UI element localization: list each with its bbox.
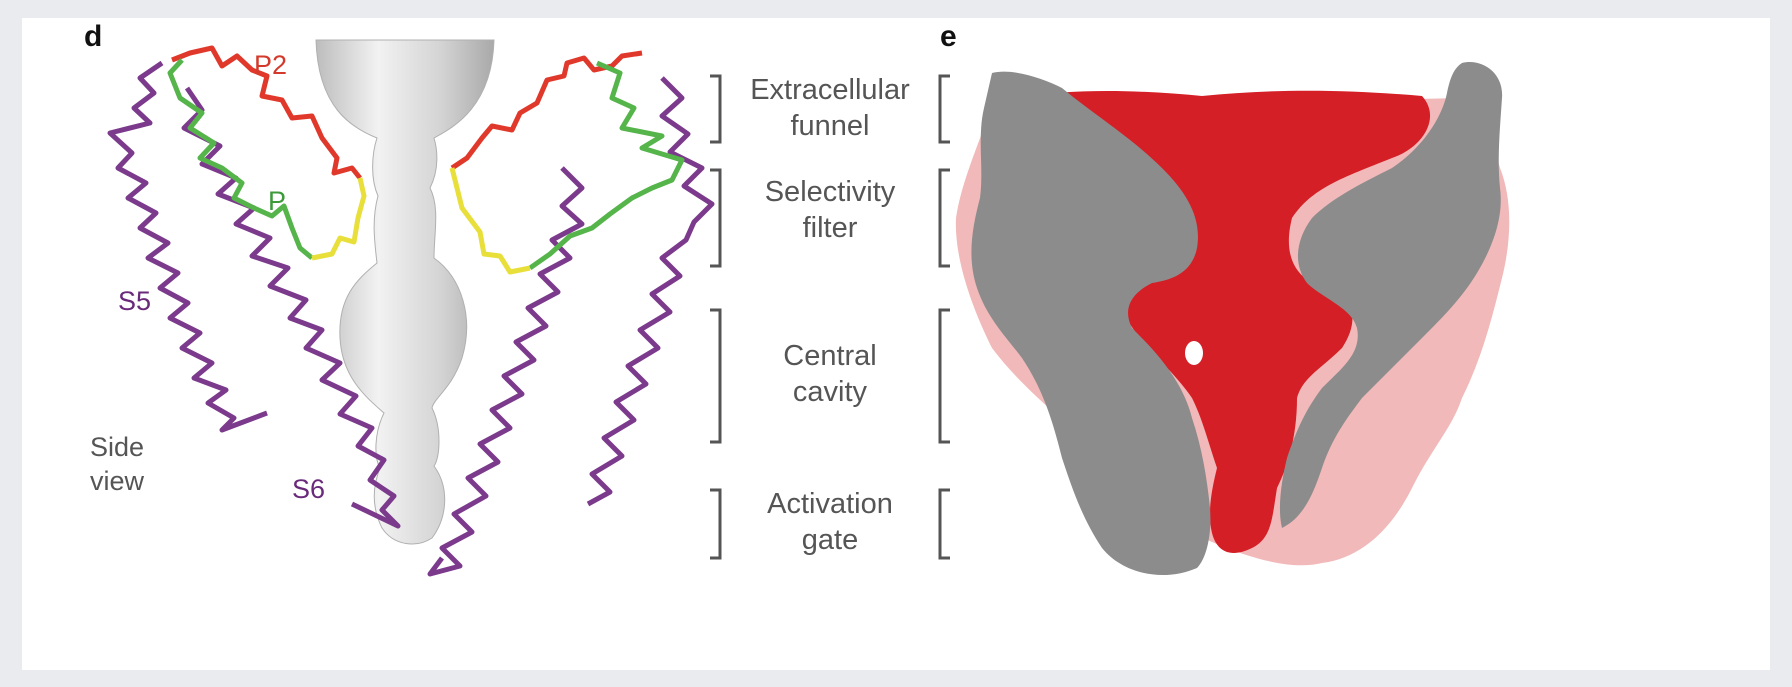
cut-plane-left — [971, 71, 1211, 576]
panel-letter-e: e — [940, 20, 957, 53]
pore-volume — [315, 39, 495, 545]
s6-helix-left — [181, 86, 401, 529]
p-helix-right — [528, 60, 685, 271]
label-p2: P2 — [254, 50, 288, 80]
label-s6: S6 — [292, 474, 326, 504]
p2-loop-left — [171, 45, 362, 180]
filter-right — [449, 167, 531, 275]
cut-plane-right — [1279, 62, 1503, 528]
filter-left — [311, 177, 367, 261]
region-central-cavity: Central cavity — [783, 340, 877, 408]
side-view-label: Side view — [90, 432, 145, 496]
cavity-hole — [1185, 341, 1203, 365]
label-s5: S5 — [118, 286, 152, 316]
region-extracellular-funnel: Extracellular funnel — [750, 74, 910, 142]
label-p: P — [268, 186, 287, 216]
surface-red-lining — [1012, 90, 1431, 553]
s5-helix-right — [586, 76, 715, 507]
surface-pink-rim — [955, 98, 1510, 566]
bracket-right-selectivity — [938, 168, 950, 268]
s5-helix-left — [107, 60, 268, 433]
region-activation-gate: Activation gate — [767, 488, 893, 556]
channel-side-view-diagram — [107, 39, 715, 577]
panel-letter-d: d — [84, 20, 103, 53]
bracket-right-extracellular — [938, 74, 950, 144]
bracket-right-gate — [938, 488, 950, 560]
figure-panel: d P2 P S5 S6 Side view Extracellular funn… — [22, 18, 1770, 670]
region-selectivity-filter: Selectivity filter — [764, 176, 896, 244]
s6-helix-right — [427, 166, 585, 577]
p-helix-left — [167, 58, 314, 260]
bracket-right-cavity — [938, 308, 950, 444]
